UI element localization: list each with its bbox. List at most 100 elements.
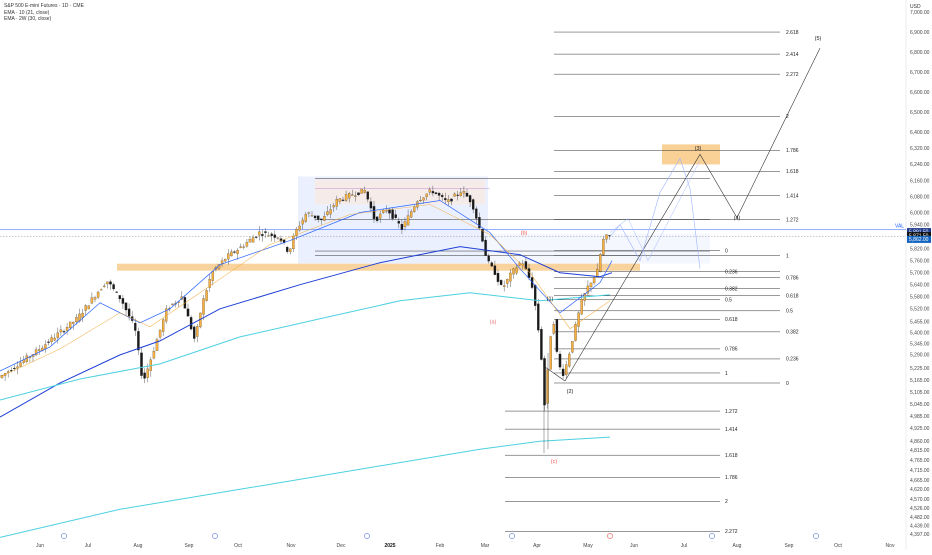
candle — [571, 341, 574, 353]
candle — [255, 236, 258, 238]
y-tick-label: 5,045.00 — [910, 402, 930, 408]
candle — [304, 214, 308, 222]
candle — [592, 277, 596, 284]
x-tick-label: Apr — [533, 543, 541, 549]
candle — [152, 350, 156, 359]
fib-label: 1.414 — [786, 193, 799, 199]
candle — [447, 199, 450, 202]
y-tick-label: 4,925.00 — [910, 426, 930, 432]
y-tick-label: 6,700.00 — [910, 70, 930, 76]
ema-cyan-long-line — [0, 436, 611, 538]
y-tick-label: 6,000.00 — [910, 210, 930, 216]
y-tick-label: 6,320.00 — [910, 146, 930, 152]
y-tick-label: 4,665.00 — [910, 478, 930, 484]
candle — [496, 273, 500, 282]
candle — [202, 298, 205, 315]
candle — [59, 329, 63, 333]
candle — [379, 213, 382, 219]
y-tick-label: 5,225.00 — [910, 366, 930, 372]
y-tick-label: 4,397.00 — [910, 532, 930, 538]
candle — [422, 197, 425, 201]
candle — [155, 339, 159, 351]
y-tick-label: 6,400.00 — [910, 130, 930, 136]
candle — [16, 366, 19, 369]
fib-label: 2 — [786, 114, 789, 120]
candle — [72, 321, 75, 324]
x-tick-label: Jun — [630, 543, 638, 549]
candle — [264, 231, 267, 233]
y-tick-label: 4,815.00 — [910, 448, 930, 454]
retest-box — [485, 233, 710, 264]
candle — [416, 201, 419, 208]
y-tick-label: 5,940.00 — [910, 222, 930, 228]
candle — [208, 279, 211, 288]
candle — [444, 198, 447, 201]
y-tick-label: 5,400.00 — [910, 331, 930, 337]
y-tick-label: 5,520.00 — [910, 307, 930, 313]
candle — [568, 353, 571, 367]
candle — [543, 358, 546, 406]
x-tick-label: Nov — [886, 543, 895, 549]
fib-label: 1 — [725, 371, 728, 377]
candle — [586, 285, 590, 294]
event-marker — [212, 533, 218, 539]
event-marker — [709, 533, 715, 539]
x-tick-label: Jul — [681, 543, 687, 549]
y-tick-label: 5,700.00 — [910, 270, 930, 276]
candle — [37, 349, 41, 352]
candle — [332, 205, 335, 208]
candle — [189, 317, 193, 330]
wave-label: (3) — [695, 146, 702, 152]
candle — [193, 326, 196, 339]
y-tick-label: 5,165.00 — [910, 378, 930, 384]
candle — [499, 280, 503, 285]
candle — [431, 191, 435, 194]
y-tick-label: 6,600.00 — [910, 90, 930, 96]
fib-label: 1.618 — [725, 453, 738, 459]
candle — [53, 337, 56, 341]
candle — [540, 329, 543, 360]
candle — [487, 255, 490, 262]
fib-label: 0.5 — [725, 298, 732, 304]
candle — [369, 201, 373, 209]
candle — [338, 198, 342, 202]
candle — [99, 289, 103, 291]
candle — [118, 295, 121, 300]
candle — [236, 250, 239, 254]
candle — [574, 324, 577, 341]
legend-ema-10: EMA · 10 (21, close) — [4, 9, 50, 16]
ema-orange-line — [0, 204, 611, 378]
fib-label: 1.272 — [725, 409, 738, 415]
candle — [515, 267, 518, 274]
fib-label: 2.272 — [725, 529, 738, 535]
candle — [465, 192, 469, 197]
candle — [276, 237, 280, 239]
y-tick-label: 5,105.00 — [910, 390, 930, 396]
y-tick-label: 4,526.00 — [910, 506, 930, 512]
candle — [360, 188, 363, 194]
candle — [391, 209, 394, 219]
candle — [549, 336, 552, 370]
candle — [295, 228, 298, 236]
wave-leg — [544, 366, 566, 382]
y-tick-label: 6,800.00 — [910, 50, 930, 56]
fib-label: 2.618 — [786, 30, 799, 36]
wave-label: (b) — [521, 230, 528, 236]
wave-label: (a) — [490, 320, 497, 326]
candle — [248, 239, 252, 243]
y-tick-label: 7,000.00 — [910, 10, 930, 16]
candle — [224, 258, 227, 262]
price-badge-label: 5,862.00 — [909, 237, 929, 243]
candle — [109, 281, 112, 285]
fib-label: 1.786 — [786, 148, 799, 154]
y-tick-label: 4,570.00 — [910, 497, 930, 503]
fib-label: 0.786 — [786, 275, 799, 281]
candle — [354, 195, 357, 197]
x-tick-label: Jul — [85, 543, 91, 549]
candle — [580, 299, 583, 315]
candle — [555, 319, 559, 352]
candle — [34, 349, 38, 356]
candle — [546, 369, 549, 404]
candle — [375, 216, 379, 221]
